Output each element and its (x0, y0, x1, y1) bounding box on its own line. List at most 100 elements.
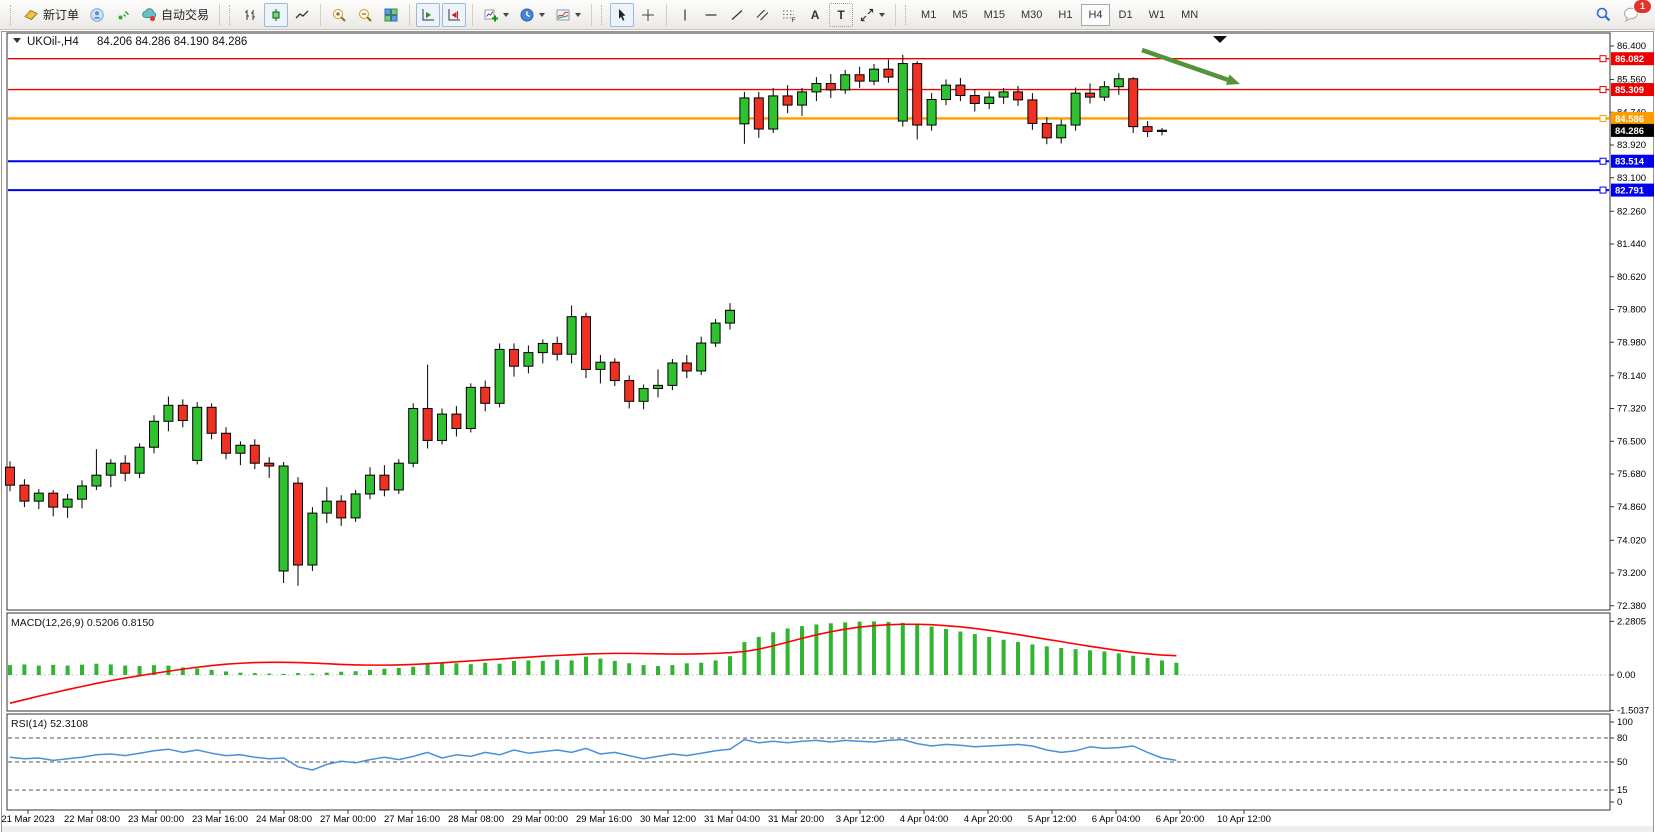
time-axis-label[interactable]: 29 Mar 00:00 (512, 814, 568, 825)
timeframe-button-h1[interactable]: H1 (1051, 4, 1079, 26)
text-tool-button[interactable]: A (803, 3, 827, 27)
timeframe-button-m1[interactable]: M1 (914, 4, 943, 26)
periods-button[interactable] (515, 3, 549, 27)
candle-body (1113, 78, 1124, 88)
macd-signal-line (9, 623, 1177, 704)
timeframe-button-d1[interactable]: D1 (1112, 4, 1140, 26)
price-tag (1611, 52, 1654, 66)
time-axis-label[interactable]: 10 Apr 12:00 (1217, 814, 1271, 825)
timeframe-button-m5[interactable]: M5 (945, 4, 974, 26)
price-tick-label[interactable]: 77.320 (1617, 404, 1646, 415)
time-axis-label[interactable]: 27 Mar 16:00 (384, 814, 440, 825)
toolbar-drag-handle[interactable] (229, 4, 233, 25)
time-axis-label[interactable]: 23 Mar 16:00 (192, 814, 248, 825)
price-tick-label[interactable]: 83.100 (1617, 173, 1646, 184)
price-tick-label[interactable]: 74.860 (1617, 502, 1646, 513)
text-label-tool-button[interactable]: T (829, 2, 854, 27)
level-line-handle[interactable] (1599, 157, 1607, 165)
level-line-handle[interactable] (1599, 186, 1607, 194)
price-tick-label[interactable]: 79.800 (1617, 305, 1646, 316)
price-tick-label[interactable]: 75.680 (1617, 469, 1646, 480)
template-button[interactable] (551, 3, 585, 27)
tile-windows-button[interactable] (379, 3, 403, 27)
macd-pane[interactable] (6, 612, 1611, 712)
zoom-out-button[interactable] (353, 3, 377, 27)
timeframe-button-w1[interactable]: W1 (1142, 4, 1173, 26)
chart-title-dropdown-icon[interactable] (13, 38, 21, 43)
timeframe-button-m15[interactable]: M15 (977, 4, 1012, 26)
time-axis-label[interactable]: 23 Mar 00:00 (128, 814, 184, 825)
price-tick-label[interactable]: 76.500 (1617, 436, 1646, 447)
macd-histogram-bar (1073, 649, 1078, 675)
macd-histogram-bar (123, 665, 128, 675)
time-axis-label[interactable]: 31 Mar 20:00 (768, 814, 824, 825)
community-button[interactable] (85, 3, 109, 27)
signals-button[interactable] (111, 3, 135, 27)
macd-histogram-bar (324, 672, 329, 675)
time-axis-label[interactable]: 4 Apr 20:00 (964, 814, 1013, 825)
line-chart-button[interactable] (290, 3, 314, 27)
price-tick-label[interactable]: 80.620 (1617, 272, 1646, 283)
add-indicator-button[interactable] (479, 3, 513, 27)
trendline-tool-button[interactable] (725, 3, 749, 27)
price-tick-label[interactable]: 83.920 (1617, 140, 1646, 151)
chart-shift-marker-icon[interactable] (1213, 36, 1227, 43)
notification-badge[interactable]: 1 (1633, 0, 1652, 14)
trend-arrow-annotation[interactable] (1141, 47, 1229, 82)
auto-scroll-button[interactable] (416, 2, 441, 27)
bar-chart-button[interactable] (238, 3, 262, 27)
time-axis-label[interactable]: 24 Mar 08:00 (256, 814, 312, 825)
price-tick-label[interactable]: 82.260 (1617, 206, 1646, 217)
level-line-handle[interactable] (1599, 86, 1607, 94)
time-axis-label[interactable]: 30 Mar 12:00 (640, 814, 696, 825)
time-axis-label[interactable]: 27 Mar 00:00 (320, 814, 376, 825)
level-line-handle[interactable] (1599, 114, 1607, 122)
horizontal-line-tool-button[interactable] (699, 3, 723, 27)
toolbar-drag-handle[interactable] (905, 4, 909, 25)
price-tick-label[interactable]: 78.140 (1617, 371, 1646, 382)
arrows-tool-button[interactable] (855, 3, 889, 27)
crosshair-tool-button[interactable] (636, 3, 660, 27)
time-axis-label[interactable]: 3 Apr 12:00 (836, 814, 885, 825)
chart-shift-button[interactable] (442, 2, 467, 27)
candle-body (480, 386, 491, 404)
channel-tool-button[interactable] (751, 3, 775, 27)
timeframe-button-mn[interactable]: MN (1174, 4, 1205, 26)
price-tick-label[interactable]: 81.440 (1617, 239, 1646, 250)
new-order-button[interactable]: 新订单 (19, 3, 83, 27)
cursor-tool-button[interactable] (610, 2, 635, 27)
time-axis-label[interactable]: 5 Apr 12:00 (1028, 814, 1077, 825)
candlestick-chart-button[interactable] (264, 2, 289, 27)
search-button[interactable] (1591, 3, 1616, 27)
time-axis-label[interactable]: 6 Apr 04:00 (1092, 814, 1141, 825)
price-tick-label[interactable]: 86.400 (1617, 41, 1646, 52)
time-axis-label[interactable]: 22 Mar 08:00 (64, 814, 120, 825)
timeframe-button-h4[interactable]: H4 (1081, 3, 1110, 26)
price-tick-label[interactable]: 72.380 (1617, 601, 1646, 612)
main-price-pane[interactable] (6, 32, 1611, 611)
price-tick-label[interactable]: 85.560 (1617, 75, 1646, 86)
price-tick-label[interactable]: 74.020 (1617, 535, 1646, 546)
macd-histogram-bar (339, 671, 344, 675)
time-axis-label[interactable]: 6 Apr 20:00 (1156, 814, 1205, 825)
candle-body (235, 444, 246, 454)
fibonacci-tool-button[interactable]: F (777, 3, 801, 27)
level-line-handle[interactable] (1599, 55, 1607, 63)
macd-histogram-bar (814, 624, 819, 675)
vertical-line-tool-button[interactable] (673, 3, 697, 27)
price-tick-label[interactable]: 78.980 (1617, 337, 1646, 348)
timeframe-button-m30[interactable]: M30 (1014, 4, 1049, 26)
zoom-in-button[interactable] (327, 3, 351, 27)
time-axis-label[interactable]: 21 Mar 2023 (1, 814, 54, 825)
toolbar-drag-handle[interactable] (601, 4, 605, 25)
candle-body (336, 500, 347, 519)
time-axis-label[interactable]: 31 Mar 04:00 (704, 814, 760, 825)
candle-body (897, 63, 908, 122)
time-axis-label[interactable]: 28 Mar 08:00 (448, 814, 504, 825)
autotrading-button[interactable]: 自动交易 (137, 3, 213, 27)
toolbar-drag-handle[interactable] (10, 4, 14, 25)
price-tick-label[interactable]: 73.200 (1617, 568, 1646, 579)
time-axis-label[interactable]: 4 Apr 04:00 (900, 814, 949, 825)
time-axis-label[interactable]: 29 Mar 16:00 (576, 814, 632, 825)
